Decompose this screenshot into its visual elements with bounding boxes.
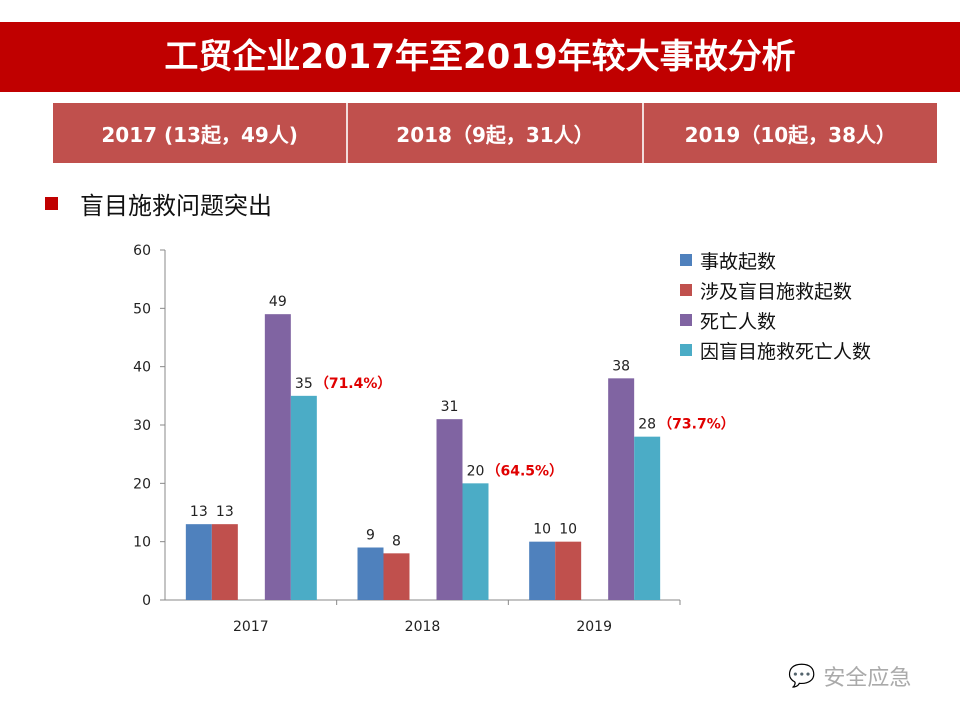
data-label: 28 xyxy=(638,417,656,433)
y-tick-label: 10 xyxy=(133,535,151,551)
y-tick-label: 30 xyxy=(133,418,151,434)
x-tick-label: 2017 xyxy=(233,619,269,635)
percentage-annotation: （73.7%） xyxy=(658,417,735,433)
y-tick-label: 20 xyxy=(133,476,151,492)
y-tick-label: 40 xyxy=(133,360,151,376)
bar xyxy=(357,547,384,600)
percentage-annotation: （64.5%） xyxy=(487,463,564,479)
legend-item: 死亡人数 xyxy=(680,305,871,335)
y-tick-label: 50 xyxy=(133,301,151,317)
page-title: 工贸企业2017年至2019年较大事故分析 xyxy=(0,22,960,92)
data-label: 13 xyxy=(190,504,208,520)
data-label: 35 xyxy=(295,376,313,392)
data-label: 20 xyxy=(467,463,485,479)
watermark: 💬 安全应急 xyxy=(788,663,912,692)
bar xyxy=(211,524,238,600)
summary-2018: 2018（9起，31人） xyxy=(348,103,644,163)
data-label: 8 xyxy=(392,533,401,549)
legend-item: 事故起数 xyxy=(680,245,871,275)
bar xyxy=(290,395,317,600)
wechat-icon: 💬 xyxy=(788,663,816,689)
y-tick-label: 60 xyxy=(133,243,151,259)
subheading: 盲目施救问题突出 xyxy=(45,186,272,221)
bar xyxy=(462,483,489,600)
legend-swatch xyxy=(680,284,692,296)
bar xyxy=(555,541,582,600)
data-label: 31 xyxy=(441,399,459,415)
summary-2017: 2017 (13起，49人) xyxy=(53,103,349,163)
bullet-square-icon xyxy=(45,197,58,210)
bar xyxy=(436,419,463,600)
legend-swatch xyxy=(680,254,692,266)
bar xyxy=(264,314,291,600)
y-tick-label: 0 xyxy=(142,593,151,609)
bar xyxy=(383,553,410,600)
data-label: 9 xyxy=(366,528,375,544)
data-label: 10 xyxy=(559,522,577,538)
data-label: 38 xyxy=(612,358,630,374)
subheading-text: 盲目施救问题突出 xyxy=(80,192,272,220)
x-tick-label: 2018 xyxy=(405,619,441,635)
legend: 事故起数 涉及盲目施救起数 死亡人数 因盲目施救死亡人数 xyxy=(680,245,871,365)
summary-table: 2017 (13起，49人) 2018（9起，31人） 2019（10起，38人… xyxy=(53,103,937,163)
legend-item: 因盲目施救死亡人数 xyxy=(680,335,871,365)
x-tick-label: 2019 xyxy=(576,619,612,635)
legend-swatch xyxy=(680,344,692,356)
bar xyxy=(185,524,212,600)
data-label: 13 xyxy=(216,504,234,520)
percentage-annotation: （71.4%） xyxy=(315,376,392,392)
data-label: 49 xyxy=(269,294,287,310)
data-label: 10 xyxy=(533,522,551,538)
bar xyxy=(608,378,635,600)
legend-item: 涉及盲目施救起数 xyxy=(680,275,871,305)
bar xyxy=(529,541,556,600)
summary-2019: 2019（10起，38人） xyxy=(643,103,937,163)
bar xyxy=(634,436,661,600)
legend-swatch xyxy=(680,314,692,326)
